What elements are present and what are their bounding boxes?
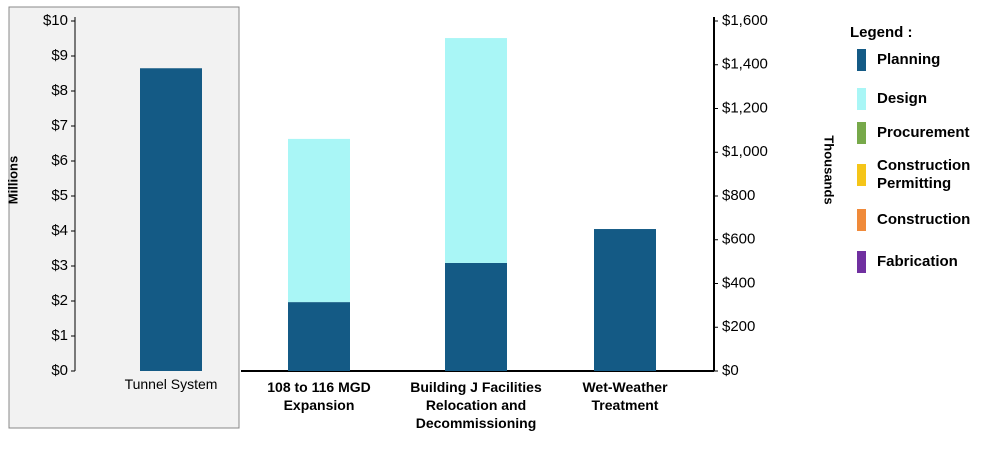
legend-title: Legend : (850, 24, 913, 41)
legend-swatch (857, 122, 866, 144)
legend-label: Construction (877, 211, 971, 228)
y-tick-label: $6 (51, 152, 68, 169)
bar-segment (288, 302, 350, 371)
bar-segment (445, 38, 507, 263)
legend-swatch (857, 209, 866, 231)
y2-axis-label: Thousands (822, 135, 837, 204)
y-tick-label: $10 (43, 12, 68, 29)
x-tick-label: 108 to 116 MGD Expansion (267, 379, 371, 413)
y-tick-label: $0 (51, 362, 68, 379)
legend-label: Design (877, 90, 928, 107)
legend-label: Planning (877, 51, 941, 68)
bar-segment (140, 68, 202, 371)
y-tick-label: $1,200 (722, 99, 768, 116)
x-tick-label: Wet-Weather Treatment (582, 379, 668, 413)
legend-label: Procurement (877, 124, 970, 141)
y-tick-label: $1,000 (722, 143, 768, 160)
legend-swatch (857, 49, 866, 71)
y-tick-label: $1 (51, 327, 68, 344)
legend-swatch (857, 88, 866, 110)
y-tick-label: $9 (51, 47, 68, 64)
y-tick-label: $1,400 (722, 56, 768, 73)
y-tick-label: $8 (51, 82, 68, 99)
y-tick-label: $200 (722, 318, 755, 335)
y-tick-label: $1,600 (722, 12, 768, 29)
panel-box (8, 6, 240, 429)
y-axis-label: Millions (5, 156, 20, 204)
legend-label: Fabrication (877, 253, 958, 270)
bar-segment (288, 138, 350, 303)
y-tick-label: $600 (722, 231, 755, 248)
y-tick-label: $0 (722, 362, 739, 379)
y-tick-label: $5 (51, 187, 68, 204)
y-tick-label: $7 (51, 117, 68, 134)
x-tick-label: Tunnel System (124, 376, 218, 392)
y-tick-label: $800 (722, 187, 755, 204)
bar-segment (594, 229, 656, 371)
legend-swatch (857, 251, 866, 273)
x-tick-label: Building J Facilities Relocation and Dec… (410, 379, 542, 431)
y-tick-label: $2 (51, 292, 68, 309)
legend-swatch (857, 164, 866, 186)
y-tick-label: $3 (51, 257, 68, 274)
y-tick-label: $4 (51, 222, 68, 239)
bar-segment (445, 262, 507, 371)
y-tick-label: $400 (722, 274, 755, 291)
legend-label: Construction Permitting (877, 157, 971, 192)
